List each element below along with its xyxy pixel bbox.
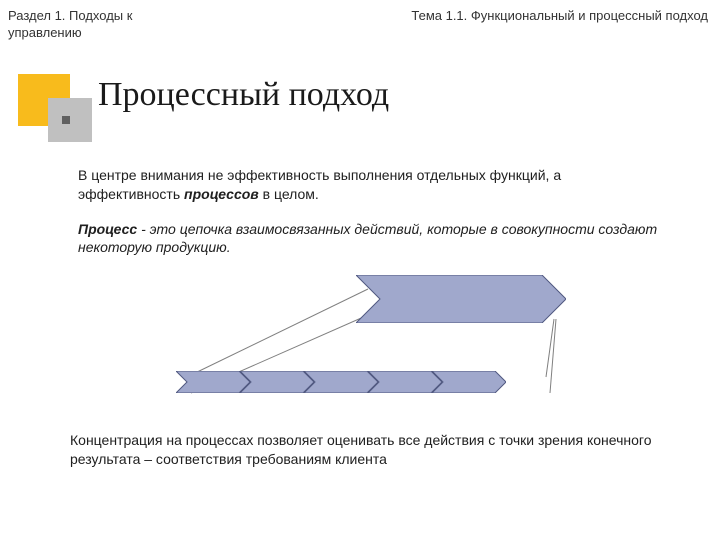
topic-label: Тема 1.1. Функциональный и процессный по… bbox=[411, 8, 708, 42]
section-label: Раздел 1. Подходы к управлению bbox=[8, 8, 208, 42]
bullet-icon bbox=[62, 116, 70, 124]
small-arrow-icon bbox=[432, 371, 506, 393]
p1-text-b: в целом. bbox=[259, 186, 319, 202]
paragraph-1: В центре внимания не эффективность выпол… bbox=[78, 166, 660, 204]
slide-header: Раздел 1. Подходы к управлению Тема 1.1.… bbox=[0, 0, 720, 46]
big-arrow-shape bbox=[356, 275, 566, 323]
p2-rest: - это цепочка взаимосвязанных действий, … bbox=[78, 221, 657, 256]
small-arrows-row bbox=[176, 371, 506, 393]
paragraph-3: Концентрация на процессах позволяет оцен… bbox=[0, 431, 720, 469]
process-diagram bbox=[96, 267, 656, 417]
accent-square-grey bbox=[48, 98, 92, 142]
p1-emphasis: процессов bbox=[184, 186, 259, 202]
small-arrow-icon bbox=[176, 371, 250, 393]
page-title: Процессный подход bbox=[98, 76, 389, 114]
body-content: В центре внимания не эффективность выпол… bbox=[0, 136, 720, 258]
big-arrow-icon bbox=[356, 275, 566, 328]
p1-text-a: В центре внимания не эффективность выпол… bbox=[78, 167, 561, 202]
small-arrow-icon bbox=[240, 371, 314, 393]
p2-emphasis: Процесс bbox=[78, 221, 137, 237]
title-block: Процессный подход bbox=[0, 66, 720, 136]
paragraph-2: Процесс - это цепочка взаимосвязанных де… bbox=[78, 220, 660, 258]
small-arrow-icon bbox=[368, 371, 442, 393]
small-arrow-icon bbox=[304, 371, 378, 393]
